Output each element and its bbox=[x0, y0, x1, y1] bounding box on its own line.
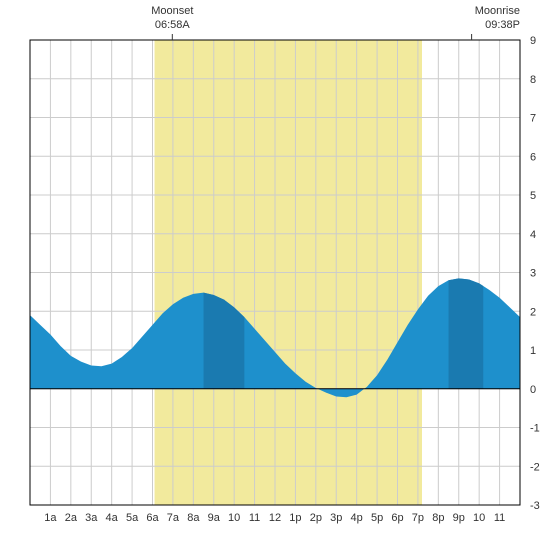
chart-svg: 1a2a3a4a5a6a7a8a9a1011121p2p3p4p5p6p7p8p… bbox=[0, 0, 550, 550]
annotation-title: Moonset bbox=[151, 5, 193, 17]
x-tick-label: 5a bbox=[126, 512, 139, 524]
x-tick-label: 1p bbox=[289, 512, 301, 524]
y-tick-label: 0 bbox=[530, 384, 536, 396]
x-tick-label: 8p bbox=[432, 512, 444, 524]
x-tick-label: 7a bbox=[167, 512, 180, 524]
y-tick-label: 9 bbox=[530, 35, 536, 47]
x-tick-label: 4p bbox=[351, 512, 363, 524]
y-tick-label: 2 bbox=[530, 306, 536, 318]
annotation-time: 09:38P bbox=[485, 19, 520, 31]
y-tick-label: 4 bbox=[530, 229, 536, 241]
x-tick-label: 2p bbox=[310, 512, 322, 524]
y-tick-label: 5 bbox=[530, 190, 536, 202]
x-tick-label: 6p bbox=[391, 512, 403, 524]
x-tick-label: 12 bbox=[269, 512, 281, 524]
x-tick-label: 6a bbox=[146, 512, 159, 524]
x-tick-label: 9a bbox=[208, 512, 221, 524]
x-tick-label: 5p bbox=[371, 512, 383, 524]
x-tick-label: 10 bbox=[228, 512, 240, 524]
y-tick-label: -3 bbox=[530, 500, 540, 512]
tide-area-dark bbox=[449, 278, 484, 388]
y-tick-label: -1 bbox=[530, 423, 540, 435]
tide-chart: 1a2a3a4a5a6a7a8a9a1011121p2p3p4p5p6p7p8p… bbox=[0, 0, 550, 550]
x-tick-label: 9p bbox=[453, 512, 465, 524]
y-tick-label: 3 bbox=[530, 268, 536, 280]
x-tick-label: 4a bbox=[106, 512, 119, 524]
y-tick-label: 8 bbox=[530, 74, 536, 86]
y-tick-label: 1 bbox=[530, 345, 536, 357]
annotation-time: 06:58A bbox=[155, 19, 191, 31]
x-tick-label: 8a bbox=[187, 512, 200, 524]
y-tick-label: 6 bbox=[530, 151, 536, 163]
y-tick-label: 7 bbox=[530, 113, 536, 125]
x-tick-label: 2a bbox=[65, 512, 78, 524]
x-tick-label: 3a bbox=[85, 512, 98, 524]
y-tick-label: -2 bbox=[530, 461, 540, 473]
x-tick-label: 11 bbox=[249, 512, 260, 524]
annotation-title: Moonrise bbox=[475, 5, 520, 17]
x-tick-label: 10 bbox=[473, 512, 485, 524]
x-tick-label: 7p bbox=[412, 512, 424, 524]
x-tick-label: 1a bbox=[44, 512, 57, 524]
x-tick-label: 3p bbox=[330, 512, 342, 524]
x-tick-label: 11 bbox=[494, 512, 505, 524]
